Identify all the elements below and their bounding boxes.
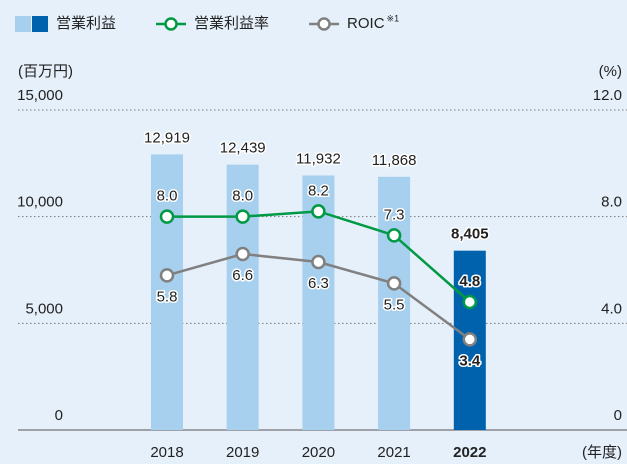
y-axis-label: (百万円)	[18, 63, 73, 80]
line-marker	[159, 268, 175, 283]
y2-tick-label: 12.0	[593, 87, 622, 104]
legend-note: ※1	[387, 13, 400, 23]
legend-label: ROIC	[347, 15, 385, 32]
y2-tick-label: 0	[614, 407, 622, 424]
x-tick-label: 2019	[226, 444, 259, 461]
x-axis-label: (年度)	[582, 444, 622, 461]
line-marker	[386, 228, 402, 243]
y2-axis-label: (%)	[599, 63, 622, 80]
line-value-label: 8.0	[157, 188, 178, 205]
legend-item: 営業利益	[15, 15, 116, 32]
line-marker	[311, 204, 326, 219]
legend-item: ROIC ※1	[309, 13, 399, 32]
line-marker	[159, 209, 175, 224]
line-value-label: 6.3	[308, 275, 329, 292]
bar-value-label: 11,868	[372, 152, 417, 169]
bar-value-label: 8,405	[451, 226, 489, 243]
line-marker	[235, 209, 250, 224]
x-tick-label: 2022	[453, 444, 486, 461]
line-value-label: 8.0	[232, 188, 253, 205]
legend-label: 営業利益	[56, 15, 116, 32]
y2-tick-label: 4.0	[601, 300, 622, 317]
y-tick-label: 5,000	[25, 300, 63, 317]
line-marker	[311, 254, 326, 270]
x-tick-label: 2020	[302, 444, 335, 461]
line-value-label: 3.4	[459, 352, 481, 369]
line-value-label: 8.2	[308, 182, 329, 199]
legend-swatch	[32, 16, 48, 32]
line-marker	[462, 332, 478, 347]
bar	[226, 164, 259, 430]
legend-marker	[164, 17, 178, 31]
line-marker	[386, 276, 402, 291]
y-tick-label: 0	[55, 407, 63, 424]
legend-marker	[317, 17, 331, 31]
line-value-label: 4.8	[459, 273, 480, 290]
line-marker	[462, 294, 478, 310]
bar	[378, 176, 411, 430]
line-value-label: 5.5	[384, 296, 405, 313]
bar-value-label: 12,439	[220, 140, 266, 157]
y-tick-label: 15,000	[17, 87, 63, 104]
line-value-label: 7.3	[384, 206, 405, 223]
bar-value-label: 12,919	[144, 129, 190, 146]
bar	[151, 154, 183, 431]
line-value-label: 5.8	[157, 288, 178, 305]
x-tick-label: 2018	[150, 444, 183, 461]
y-tick-label: 10,000	[17, 194, 63, 211]
line-marker	[235, 246, 250, 262]
y2-tick-label: 8.0	[601, 194, 622, 211]
bar-value-label: 11,932	[296, 150, 341, 167]
legend-label: 営業利益率	[194, 15, 269, 32]
line-value-label: 6.6	[232, 267, 253, 284]
legend-item: 営業利益率	[156, 15, 269, 32]
legend-swatch	[15, 16, 31, 32]
x-tick-label: 2021	[377, 444, 410, 461]
